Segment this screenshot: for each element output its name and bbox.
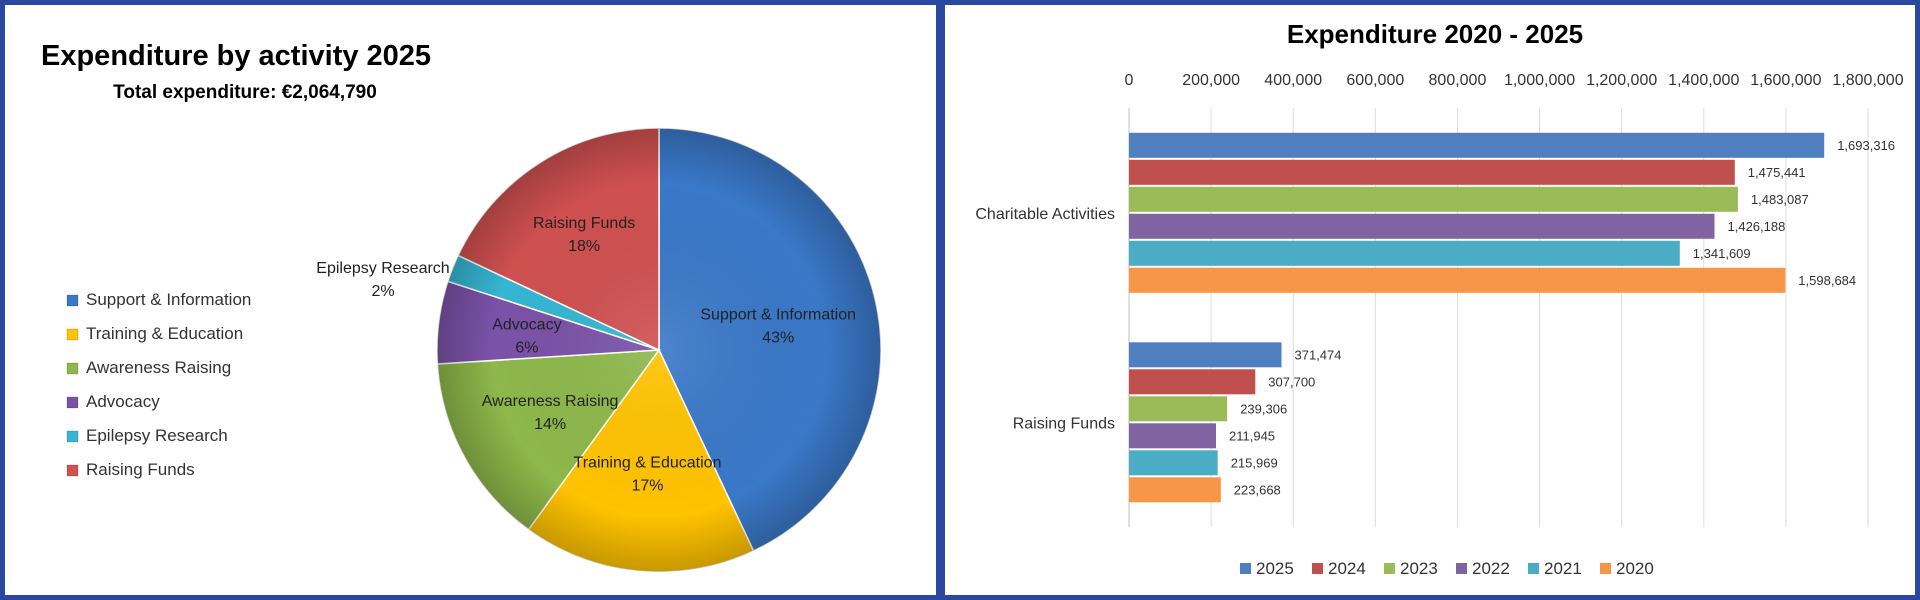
bar-raising-funds-2020 bbox=[1129, 477, 1221, 503]
data-label-raising-funds-2022: 211,945 bbox=[1229, 428, 1275, 443]
legend-swatch bbox=[1312, 563, 1323, 574]
pie-label-awareness-raising: Awareness Raising bbox=[482, 393, 619, 410]
pie-chart-subtitle: Total expenditure: €2,064,790 bbox=[113, 82, 377, 103]
legend-label: Support & Information bbox=[86, 290, 251, 309]
category-label-raising-funds: Raising Funds bbox=[1013, 415, 1115, 432]
bar-raising-funds-2021 bbox=[1129, 450, 1218, 476]
legend-label: Raising Funds bbox=[86, 460, 195, 479]
bar-chart-title: Expenditure 2020 - 2025 bbox=[1287, 19, 1583, 49]
bar-charitable-activities-2023 bbox=[1129, 186, 1738, 212]
data-label-raising-funds-2025: 371,474 bbox=[1295, 347, 1342, 362]
bar-legend-item-2025: 2025 bbox=[1240, 559, 1294, 578]
legend-label: 2022 bbox=[1472, 559, 1510, 578]
legend-swatch bbox=[66, 362, 79, 375]
x-tick-label: 400,000 bbox=[1264, 72, 1322, 89]
pie-label-raising-funds: Raising Funds bbox=[533, 215, 635, 232]
data-label-charitable-activities-2022: 1,426,188 bbox=[1728, 219, 1786, 234]
legend-label: Awareness Raising bbox=[86, 358, 231, 377]
data-label-charitable-activities-2024: 1,475,441 bbox=[1748, 165, 1806, 180]
data-label-raising-funds-2023: 239,306 bbox=[1240, 401, 1287, 416]
bar-charitable-activities-2025 bbox=[1129, 132, 1825, 158]
pie-legend-item-epilepsy-research: Epilepsy Research bbox=[66, 426, 228, 445]
pie-label-awareness-raising-percent: 14% bbox=[534, 416, 566, 433]
pie-label-training-education-percent: 17% bbox=[631, 478, 663, 495]
pie-legend-item-raising-funds: Raising Funds bbox=[66, 460, 195, 479]
data-label-raising-funds-2021: 215,969 bbox=[1231, 455, 1278, 470]
data-label-charitable-activities-2021: 1,341,609 bbox=[1693, 246, 1751, 261]
data-label-charitable-activities-2025: 1,693,316 bbox=[1837, 138, 1895, 153]
bar-raising-funds-2023 bbox=[1129, 396, 1228, 422]
bar-chart: Expenditure 2020 - 2025 0 200,000 400,000 6… bbox=[975, 19, 1903, 578]
legend-swatch bbox=[1240, 563, 1251, 574]
legend-label: 2020 bbox=[1616, 559, 1654, 578]
x-tick-label: 1,400,000 bbox=[1668, 72, 1739, 89]
bar-raising-funds-2024 bbox=[1129, 369, 1256, 395]
pie-legend-item-awareness-raising: Awareness Raising bbox=[66, 358, 231, 377]
bar-legend-item-2021: 2021 bbox=[1528, 559, 1582, 578]
category-label-charitable-activities: Charitable Activities bbox=[975, 206, 1115, 223]
x-tick-label: 800,000 bbox=[1429, 72, 1487, 89]
legend-swatch bbox=[1528, 563, 1539, 574]
data-label-charitable-activities-2023: 1,483,087 bbox=[1751, 192, 1809, 207]
pie-legend-item-training-education: Training & Education bbox=[66, 324, 243, 343]
pie-label-advocacy: Advocacy bbox=[492, 316, 561, 333]
bar-legend-item-2020: 2020 bbox=[1600, 559, 1654, 578]
legend-swatch bbox=[1600, 563, 1611, 574]
bar-legend-item-2023: 2023 bbox=[1384, 559, 1438, 578]
x-tick-label: 200,000 bbox=[1182, 72, 1240, 89]
legend-swatch bbox=[66, 294, 79, 307]
pie-legend-item-support-information: Support & Information bbox=[66, 290, 251, 309]
pie-label-epilepsy-research-percent: 2% bbox=[371, 283, 394, 300]
bar-raising-funds-2025 bbox=[1129, 342, 1282, 368]
legend-label: 2021 bbox=[1544, 559, 1582, 578]
legend-swatch bbox=[66, 328, 79, 341]
pie-label-raising-funds-percent: 18% bbox=[568, 238, 600, 255]
x-tick-label: 1,800,000 bbox=[1832, 72, 1903, 89]
legend-label: 2025 bbox=[1256, 559, 1294, 578]
legend-swatch bbox=[66, 464, 79, 477]
legend-label: Epilepsy Research bbox=[86, 426, 228, 445]
pie-label-advocacy-percent: 6% bbox=[515, 339, 538, 356]
bar-charitable-activities-2022 bbox=[1129, 213, 1715, 239]
x-tick-label: 0 bbox=[1125, 72, 1134, 89]
legend-label: Advocacy bbox=[86, 392, 160, 411]
data-label-charitable-activities-2020: 1,598,684 bbox=[1798, 273, 1856, 288]
pie-label-training-education: Training & Education bbox=[574, 455, 722, 472]
bar-legend-item-2022: 2022 bbox=[1456, 559, 1510, 578]
x-tick-label: 1,200,000 bbox=[1586, 72, 1657, 89]
bar-charitable-activities-2020 bbox=[1129, 267, 1786, 293]
x-tick-label: 1,000,000 bbox=[1504, 72, 1575, 89]
legend-label: 2024 bbox=[1328, 559, 1366, 578]
bar-chart-panel: Expenditure 2020 - 2025 0 200,000 400,000 6… bbox=[945, 5, 1915, 595]
x-tick-label: 600,000 bbox=[1346, 72, 1404, 89]
pie-label-support-information-percent: 43% bbox=[762, 329, 794, 346]
bar-charitable-activities-2024 bbox=[1129, 159, 1735, 185]
legend-swatch bbox=[66, 430, 79, 443]
bar-raising-funds-2022 bbox=[1129, 423, 1216, 449]
pie-chart-panel: Expenditure by activity 2025 Total expen… bbox=[5, 5, 936, 595]
legend-swatch bbox=[1456, 563, 1467, 574]
pie-label-support-information: Support & Information bbox=[700, 306, 856, 323]
legend-swatch bbox=[66, 396, 79, 409]
pie-chart: Expenditure by activity 2025 Total expen… bbox=[41, 40, 882, 573]
bar-legend-item-2024: 2024 bbox=[1312, 559, 1366, 578]
pie-legend-item-advocacy: Advocacy bbox=[66, 392, 160, 411]
data-label-raising-funds-2024: 307,700 bbox=[1268, 374, 1315, 389]
pie-label-epilepsy-research: Epilepsy Research bbox=[316, 260, 449, 277]
legend-label: 2023 bbox=[1400, 559, 1438, 578]
data-label-raising-funds-2020: 223,668 bbox=[1234, 482, 1281, 497]
pie-chart-title: Expenditure by activity 2025 bbox=[41, 40, 431, 72]
x-tick-label: 1,600,000 bbox=[1750, 72, 1821, 89]
legend-swatch bbox=[1384, 563, 1395, 574]
legend-label: Training & Education bbox=[86, 324, 243, 343]
bar-charitable-activities-2021 bbox=[1129, 240, 1680, 266]
